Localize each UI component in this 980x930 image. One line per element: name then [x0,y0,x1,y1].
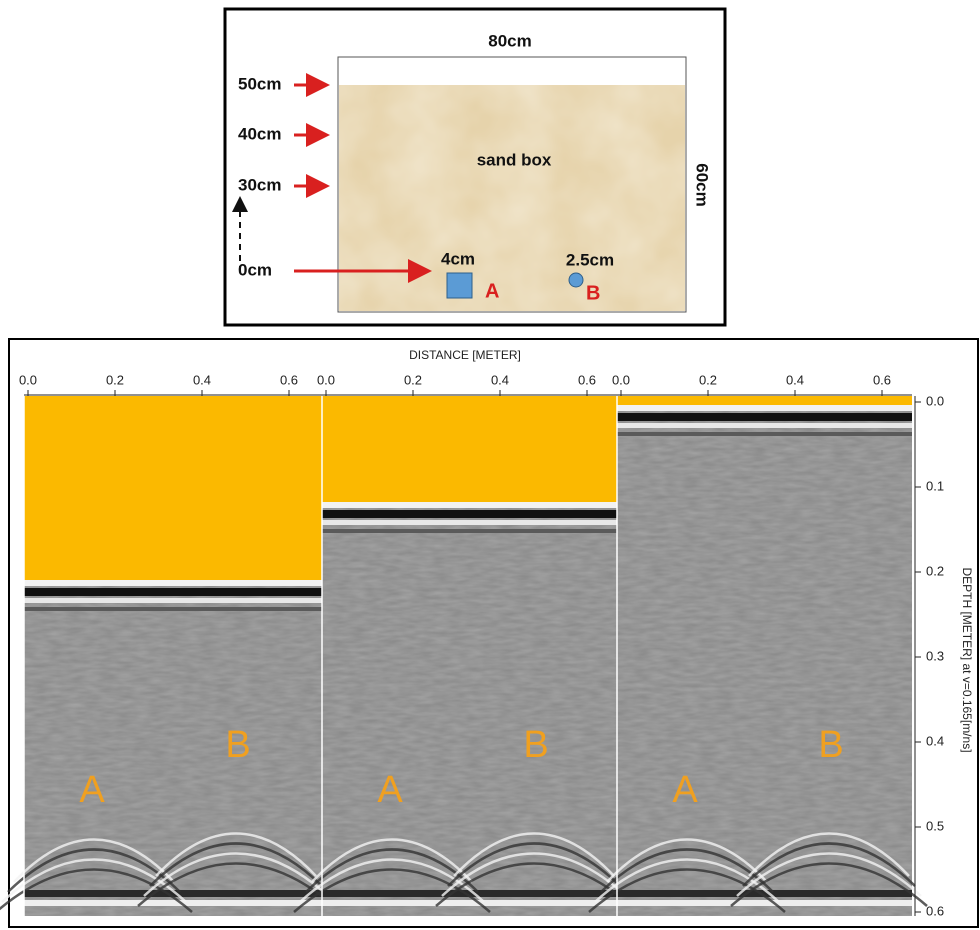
surface-ringing [617,432,912,436]
air-region [322,396,617,502]
surface-white [617,405,912,411]
y-tick-label: 0.4 [926,733,944,748]
x-tick-label: 0.2 [699,372,717,387]
bottom-ringing [322,900,617,906]
figure: 80cm 60cm sand box 4cm A 2.5cm B 50cm 40c… [0,0,980,930]
surface-reflection [24,588,322,596]
target-b-shape [569,273,583,287]
width-label: 80cm [488,31,531,50]
gpr-texture [617,405,912,916]
target-label: B [225,724,250,766]
air-region [24,396,322,580]
x-tick-label: 0.0 [317,372,335,387]
panel-group: 0.0 0.2 0.4 0.6 A B 0.0 0.2 0.4 0.6 A B 0.0 0.2 0.4 0.6… [0,372,944,918]
target-label: B [523,724,548,766]
bottom-ringing [24,900,322,906]
x-axis-title: DISTANCE [METER] [409,348,521,362]
target-a-label: A [485,280,499,302]
surface-ringing [322,520,617,525]
x-tick-label: 0.6 [280,372,298,387]
level-label: 40cm [238,124,281,143]
x-tick-label: 0.4 [193,372,211,387]
target-a-shape [447,273,472,298]
y-tick-label: 0.3 [926,648,944,663]
x-tick-label: 0.2 [404,372,422,387]
target-label: A [377,769,403,811]
y-tick-label: 0.5 [926,818,944,833]
box-label: sand box [477,150,552,169]
air-region [617,396,912,405]
target-b-size: 2.5cm [566,250,614,269]
target-label: A [672,769,698,811]
y-tick-label: 0.1 [926,478,944,493]
surface-ringing [322,529,617,533]
level-label: 50cm [238,74,281,93]
surface-ringing [24,607,322,611]
target-b-label: B [586,282,600,304]
surface-white [24,580,322,586]
target-label: B [818,724,843,766]
x-tick-label: 0.6 [873,372,891,387]
y-tick-label: 0.0 [926,393,944,408]
surface-white [322,502,617,508]
x-tick-label: 0.6 [578,372,596,387]
y-axis-title: DEPTH [METER] at v=0.165[m/ns] [960,567,974,752]
height-label: 60cm [693,163,712,206]
x-tick-label: 0.0 [612,372,630,387]
surface-ringing [617,423,912,428]
target-a-size: 4cm [441,249,475,268]
surface-reflection [322,510,617,518]
level-label: 30cm [238,175,281,194]
surface-reflection [617,413,912,421]
y-tick-label: 0.6 [926,903,944,918]
x-tick-label: 0.4 [786,372,804,387]
x-tick-label: 0.4 [491,372,509,387]
y-tick-label: 0.2 [926,563,944,578]
target-label: A [79,769,105,811]
sand-texture [339,85,685,311]
bottom-ringing [617,900,912,906]
x-tick-label: 0.2 [106,372,124,387]
surface-ringing [24,598,322,603]
level-label: 0cm [238,260,272,279]
x-tick-label: 0.0 [19,372,37,387]
